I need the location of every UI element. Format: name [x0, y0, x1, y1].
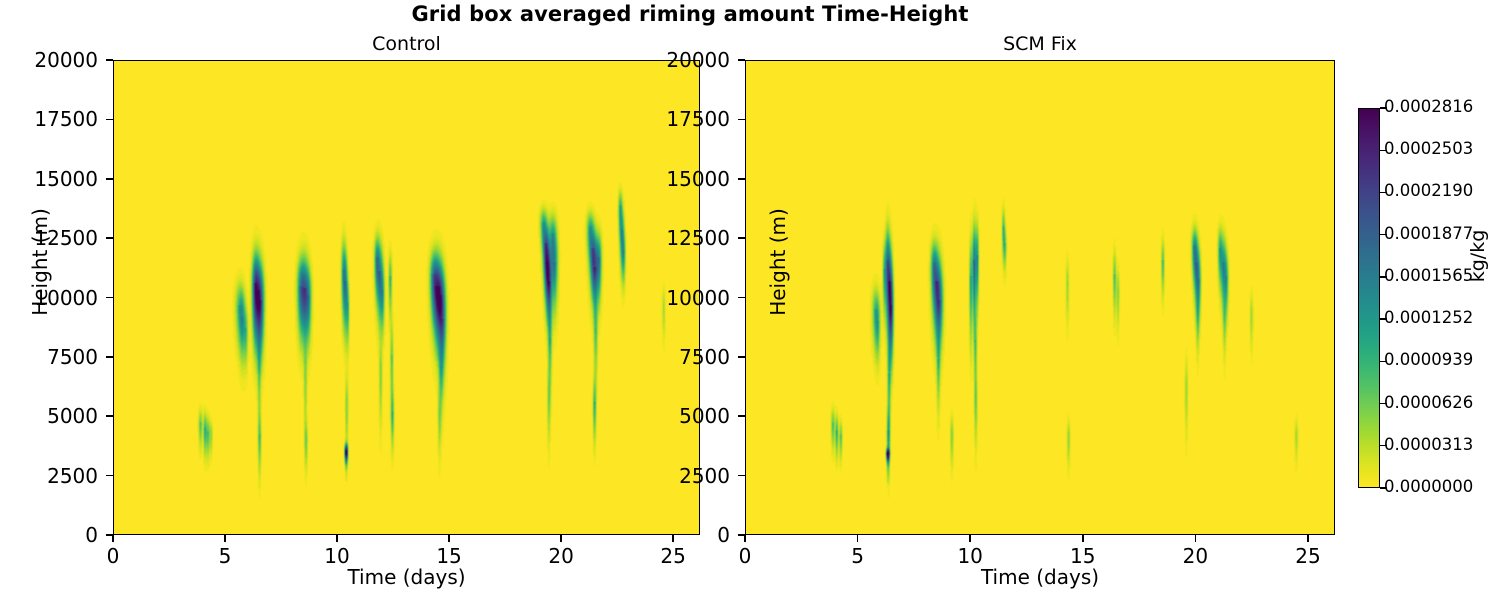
x-tick-mark — [672, 535, 674, 542]
y-tick-label: 10000 — [666, 285, 730, 310]
x-tick-mark — [112, 535, 114, 542]
y-tick-mark — [106, 59, 113, 61]
y-tick-mark — [738, 474, 745, 477]
colorbar-tick-label: 0.0001252 — [1384, 308, 1474, 328]
x-tick-label: 25 — [1295, 544, 1321, 568]
y-tick-mark — [738, 237, 745, 239]
colorbar-tick-mark — [1380, 233, 1387, 236]
colorbar-tick-mark — [1380, 445, 1387, 447]
colorbar-tick-mark — [1380, 487, 1387, 489]
colorbar-label: kg/kg — [1467, 229, 1489, 283]
x-tick-label: 0 — [106, 544, 120, 568]
y-tick-mark — [738, 534, 745, 536]
colorbar-tick-mark — [1380, 402, 1387, 405]
x-tick-mark — [1307, 535, 1309, 542]
x-tick-mark — [744, 535, 746, 542]
y-tick-mark — [738, 296, 745, 299]
y-tick-label: 15000 — [666, 166, 730, 191]
y-tick-mark — [106, 534, 113, 536]
y-tick-label: 7500 — [679, 344, 730, 369]
x-tick-label: 10 — [957, 544, 983, 568]
x-tick-label: 5 — [851, 544, 864, 568]
x-tick-mark — [560, 535, 562, 542]
x-tick-label: 15 — [436, 544, 462, 568]
x-tick-label: 20 — [1182, 544, 1209, 568]
y-tick-label: 0 — [717, 523, 730, 547]
y-tick-mark — [738, 59, 745, 61]
colorbar-tick-label: 0.0000939 — [1384, 350, 1474, 370]
heatmap-panel-control — [113, 60, 700, 535]
y-axis-label-scmfix: Height (m) — [766, 208, 790, 316]
figure-title: Grid box averaged riming amount Time-Hei… — [411, 2, 969, 26]
colorbar-tick-mark — [1380, 318, 1387, 320]
y-tick-label: 2500 — [47, 463, 98, 488]
x-tick-mark — [1194, 535, 1197, 542]
x-tick-mark — [969, 535, 971, 542]
heatmap-canvas-control — [114, 61, 699, 534]
x-tick-label: 25 — [660, 544, 686, 568]
colorbar-tick-mark — [1380, 191, 1387, 194]
y-tick-label: 2500 — [679, 463, 730, 488]
colorbar-tick-mark — [1380, 276, 1387, 278]
colorbar-gradient — [1359, 109, 1379, 487]
y-tick-label: 17500 — [34, 107, 98, 132]
y-tick-label: 5000 — [47, 404, 98, 429]
y-tick-label: 0 — [85, 523, 98, 547]
colorbar-tick-label: 0.0002503 — [1384, 139, 1474, 159]
colorbar — [1358, 108, 1380, 488]
heatmap-panel-scmfix — [745, 60, 1335, 535]
heatmap-canvas-scmfix — [746, 61, 1334, 534]
y-tick-label: 12500 — [34, 226, 98, 251]
x-tick-label: 20 — [548, 544, 574, 568]
y-tick-label: 20000 — [666, 48, 730, 72]
colorbar-tick-mark — [1380, 360, 1387, 363]
x-axis-label-control: Time (days) — [347, 565, 466, 589]
x-tick-mark — [448, 535, 450, 542]
y-tick-label: 12500 — [666, 226, 730, 251]
colorbar-tick-label: 0.0002190 — [1384, 181, 1474, 201]
colorbar-tick-label: 0.0001877 — [1384, 223, 1474, 243]
y-tick-mark — [106, 474, 113, 477]
y-tick-mark — [106, 296, 113, 299]
y-axis-label-control: Height (m) — [28, 208, 52, 316]
y-tick-mark — [106, 415, 113, 418]
x-tick-label: 0 — [738, 544, 752, 568]
colorbar-tick-label: 0.0001565 — [1384, 265, 1474, 285]
y-tick-mark — [738, 177, 745, 180]
y-tick-mark — [738, 118, 745, 121]
colorbar-tick-mark — [1380, 149, 1387, 151]
y-tick-mark — [738, 356, 745, 358]
x-tick-label: 10 — [324, 544, 350, 568]
colorbar-tick-label: 0.0002816 — [1384, 97, 1474, 116]
x-tick-label: 15 — [1070, 544, 1096, 568]
x-tick-mark — [224, 535, 226, 542]
colorbar-tick-label: 0.0000000 — [1384, 477, 1474, 496]
y-tick-label: 5000 — [679, 404, 730, 429]
y-tick-mark — [106, 237, 113, 239]
subplot-title-control: Control — [372, 33, 441, 55]
y-tick-label: 15000 — [34, 166, 98, 191]
y-tick-label: 7500 — [47, 344, 98, 369]
x-tick-mark — [1081, 535, 1084, 542]
y-tick-mark — [738, 415, 745, 418]
x-tick-mark — [336, 535, 338, 542]
y-tick-label: 20000 — [34, 48, 98, 72]
x-tick-mark — [856, 535, 859, 542]
y-tick-label: 17500 — [666, 107, 730, 132]
x-axis-label-scmfix: Time (days) — [980, 565, 1100, 589]
colorbar-tick-label: 0.0000313 — [1384, 434, 1474, 454]
colorbar-tick-mark — [1380, 107, 1387, 109]
y-tick-mark — [106, 118, 113, 121]
x-tick-label: 5 — [218, 544, 232, 568]
y-tick-label: 10000 — [34, 285, 98, 310]
y-tick-mark — [106, 177, 113, 180]
y-tick-mark — [106, 356, 113, 358]
colorbar-tick-label: 0.0000626 — [1384, 392, 1474, 412]
subplot-title-scmfix: SCM Fix — [1003, 33, 1077, 55]
